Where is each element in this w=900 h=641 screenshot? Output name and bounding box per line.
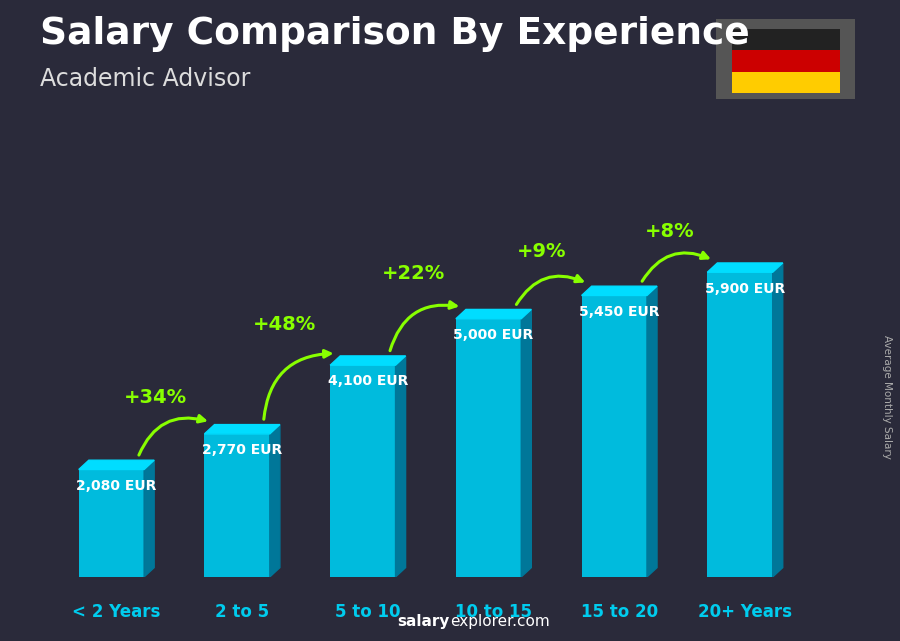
Polygon shape — [773, 263, 783, 577]
Bar — [732, 72, 840, 93]
Text: +22%: +22% — [382, 263, 445, 283]
Bar — [330, 365, 395, 577]
Text: 5,900 EUR: 5,900 EUR — [705, 281, 785, 296]
Polygon shape — [330, 356, 406, 365]
Polygon shape — [395, 356, 406, 577]
Bar — [732, 29, 840, 50]
Text: 15 to 20: 15 to 20 — [580, 603, 658, 620]
Text: < 2 Years: < 2 Years — [72, 603, 160, 620]
Text: 2,770 EUR: 2,770 EUR — [202, 443, 283, 457]
Text: +9%: +9% — [517, 242, 566, 262]
Bar — [707, 272, 773, 577]
Polygon shape — [270, 424, 280, 577]
Text: 2 to 5: 2 to 5 — [215, 603, 269, 620]
Text: 4,100 EUR: 4,100 EUR — [328, 374, 408, 388]
Text: salary: salary — [398, 615, 450, 629]
Polygon shape — [204, 424, 280, 434]
Text: 10 to 15: 10 to 15 — [455, 603, 532, 620]
Text: explorer.com: explorer.com — [450, 615, 550, 629]
Text: +34%: +34% — [124, 388, 187, 406]
Bar — [204, 434, 270, 577]
Text: +8%: +8% — [644, 222, 695, 241]
Polygon shape — [581, 286, 657, 296]
Bar — [732, 50, 840, 72]
Text: 20+ Years: 20+ Years — [698, 603, 792, 620]
Bar — [456, 319, 521, 577]
Text: +48%: +48% — [253, 315, 317, 334]
Polygon shape — [78, 460, 154, 469]
Bar — [78, 469, 144, 577]
Text: Salary Comparison By Experience: Salary Comparison By Experience — [40, 16, 751, 52]
Text: Average Monthly Salary: Average Monthly Salary — [881, 335, 892, 460]
Text: 2,080 EUR: 2,080 EUR — [76, 479, 157, 493]
Polygon shape — [521, 310, 531, 577]
Text: Academic Advisor: Academic Advisor — [40, 67, 251, 91]
Text: 5,000 EUR: 5,000 EUR — [454, 328, 534, 342]
Polygon shape — [647, 286, 657, 577]
Polygon shape — [144, 460, 154, 577]
Polygon shape — [456, 310, 531, 319]
Bar — [581, 296, 647, 577]
Polygon shape — [707, 263, 783, 272]
Text: 5 to 10: 5 to 10 — [335, 603, 400, 620]
Text: 5,450 EUR: 5,450 EUR — [579, 304, 660, 319]
